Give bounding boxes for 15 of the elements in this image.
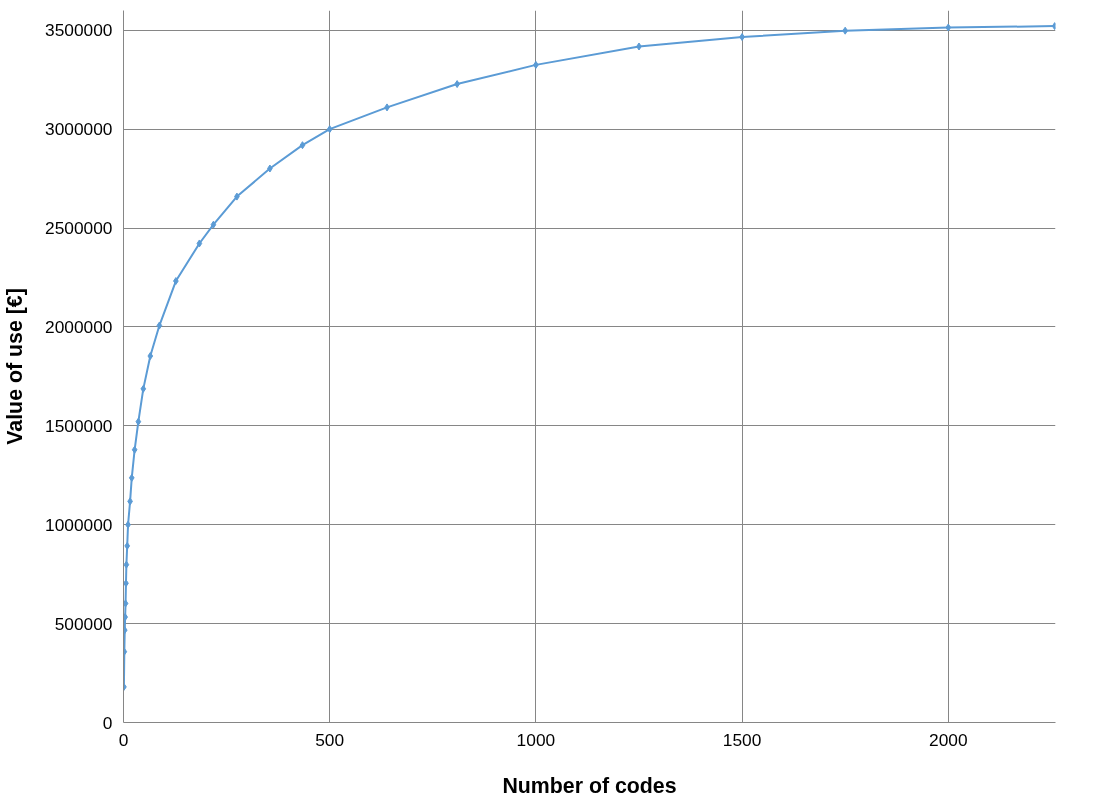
y-tick-label: 2000000 xyxy=(45,316,113,337)
x-tick-label: 0 xyxy=(118,729,129,750)
x-tick-label: 2000 xyxy=(929,729,968,750)
y-tick-label: 0 xyxy=(102,712,113,733)
y-tick-label: 1000000 xyxy=(45,514,113,535)
y-tick-label: 500000 xyxy=(54,613,113,634)
x-tick-label: 1000 xyxy=(516,729,556,750)
x-tick-label: 1500 xyxy=(722,729,762,750)
y-tick-label: 1500000 xyxy=(45,415,113,436)
x-axis-title: Number of codes xyxy=(502,773,677,798)
y-tick-label: 3500000 xyxy=(45,20,113,41)
y-axis-title: Value of use [€] xyxy=(3,288,28,445)
x-tick-label: 500 xyxy=(315,729,345,750)
y-tick-label: 3000000 xyxy=(45,119,113,140)
y-tick-label: 2500000 xyxy=(45,218,113,239)
